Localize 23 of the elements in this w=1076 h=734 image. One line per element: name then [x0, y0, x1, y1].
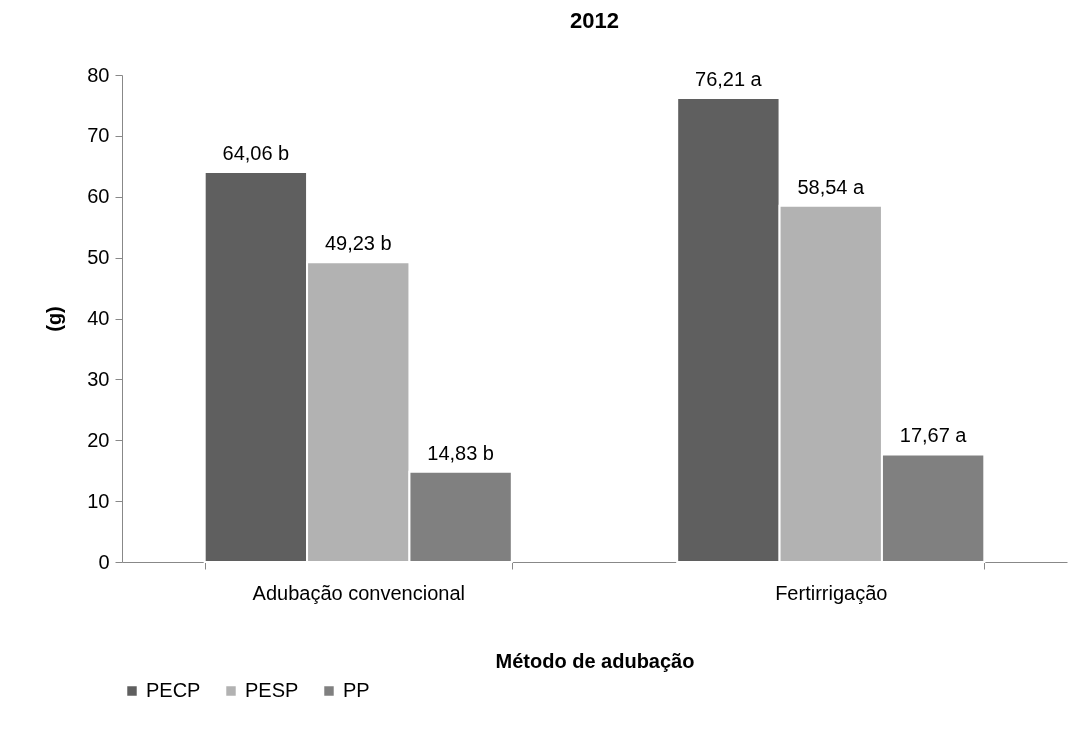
y-tick-label: 70: [87, 124, 110, 147]
legend-label: PESP: [245, 679, 299, 701]
y-tick-label: 30: [87, 367, 110, 390]
y-tick-label: 40: [87, 307, 110, 329]
y-axis-title: (g): [43, 306, 66, 332]
data-label: 76,21 a: [695, 68, 763, 91]
y-tick-label: 80: [87, 63, 110, 86]
y-tick-label: 0: [98, 550, 110, 573]
y-tick-label: 10: [87, 489, 110, 512]
y-tick-label: 60: [87, 185, 110, 208]
data-label: 64,06 b: [222, 142, 290, 165]
legend-label: PP: [343, 679, 370, 701]
data-label: 58,54 a: [797, 175, 865, 198]
y-tick-label: 50: [87, 246, 110, 269]
legend-label: PECP: [146, 679, 201, 701]
data-label: 49,23 b: [324, 232, 392, 255]
x-tick-label: Adubação convencional: [252, 581, 465, 604]
y-tick-label: 20: [87, 428, 110, 451]
data-label: 17,67 a: [899, 424, 968, 447]
x-tick-label: Fertirrigação: [775, 581, 888, 604]
chart-title: 2012: [570, 8, 619, 33]
x-axis-title: Método de adubação: [495, 649, 695, 672]
data-label: 14,83 b: [427, 441, 494, 464]
